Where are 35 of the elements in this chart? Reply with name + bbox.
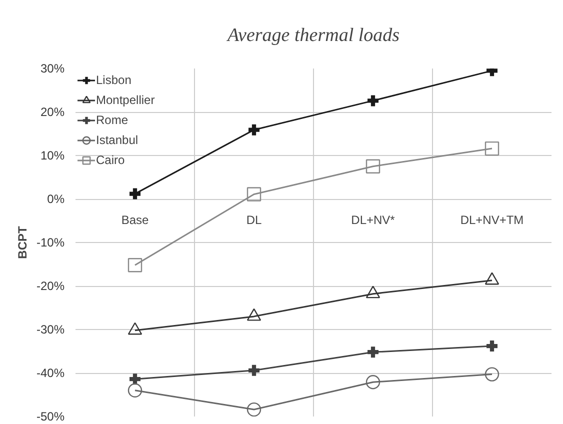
- point: [128, 383, 142, 398]
- point: [130, 374, 140, 385]
- legend-label: Cairo: [96, 153, 125, 167]
- legend-label: Montpellier: [96, 93, 155, 107]
- point: [486, 340, 498, 352]
- y-tick-label: 30%: [40, 62, 65, 76]
- point: [248, 124, 260, 136]
- point: [484, 367, 500, 382]
- point: [246, 187, 262, 202]
- y-tick-label: -20%: [36, 279, 65, 293]
- x-tick-label: DL+NV+TM: [460, 213, 524, 227]
- x-tick-label: DL+NV*: [351, 213, 396, 227]
- y-tick-label: -10%: [36, 236, 65, 250]
- y-tick-label: 20%: [40, 105, 65, 119]
- chart-title: Average thermal loads: [225, 25, 400, 46]
- y-tick-label: 0%: [47, 192, 65, 206]
- legend-label: Istanbul: [96, 133, 138, 147]
- y-tick-label: -50%: [36, 410, 65, 424]
- point: [128, 258, 142, 272]
- point: [366, 159, 380, 174]
- point: [246, 402, 262, 416]
- point: [248, 364, 260, 376]
- point: [368, 95, 378, 106]
- y-axis-title: BCPT: [15, 225, 30, 259]
- x-tick-label: DL: [246, 213, 262, 227]
- point: [484, 141, 500, 156]
- point: [366, 375, 380, 390]
- y-tick-label: 10%: [40, 148, 65, 162]
- y-tick-label: -30%: [36, 322, 65, 336]
- y-tick-label: -40%: [36, 366, 65, 380]
- point: [130, 188, 140, 200]
- legend-label: Lisbon: [96, 73, 132, 87]
- x-tick-label: Base: [121, 213, 149, 227]
- legend-label: Rome: [96, 113, 128, 127]
- point: [368, 346, 378, 358]
